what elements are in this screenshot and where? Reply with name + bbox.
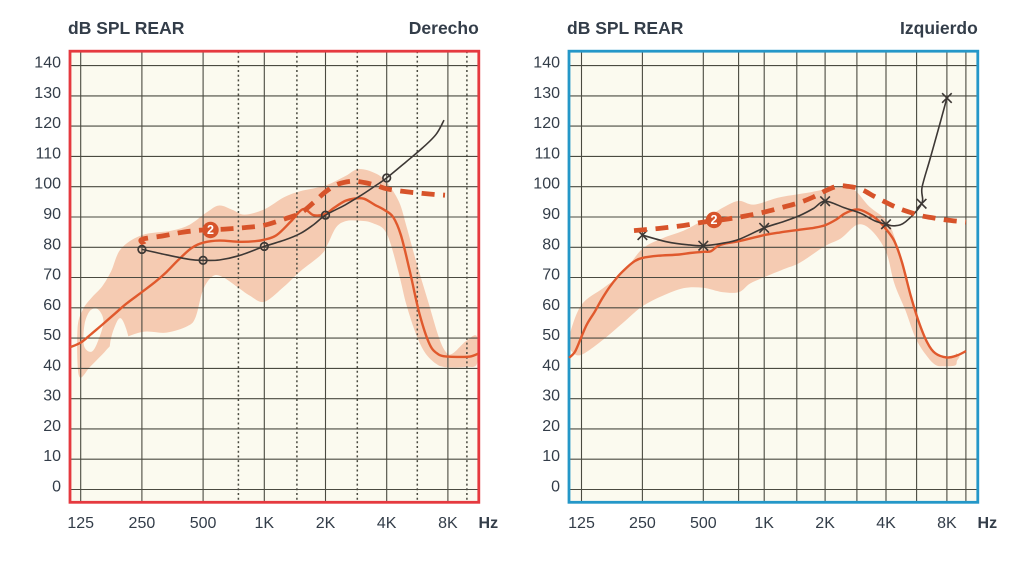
svg-text:250: 250 (629, 515, 656, 532)
svg-text:2: 2 (207, 223, 214, 237)
svg-text:125: 125 (568, 515, 595, 532)
svg-text:90: 90 (542, 206, 560, 223)
svg-text:dB SPL REAR: dB SPL REAR (68, 18, 185, 38)
svg-text:90: 90 (43, 206, 61, 223)
svg-text:20: 20 (43, 418, 61, 435)
svg-text:110: 110 (534, 145, 560, 162)
svg-text:10: 10 (542, 448, 560, 465)
svg-text:120: 120 (533, 115, 560, 132)
svg-text:80: 80 (542, 236, 560, 253)
svg-text:100: 100 (533, 176, 560, 193)
svg-text:Hz: Hz (978, 515, 998, 532)
svg-text:Izquierdo: Izquierdo (900, 18, 978, 38)
svg-text:250: 250 (129, 515, 156, 532)
svg-text:0: 0 (551, 479, 560, 496)
svg-text:1K: 1K (754, 515, 774, 532)
svg-text:40: 40 (43, 357, 61, 374)
svg-text:130: 130 (533, 85, 560, 102)
svg-text:Derecho: Derecho (409, 18, 479, 38)
svg-text:2: 2 (711, 213, 718, 227)
svg-text:dB SPL REAR: dB SPL REAR (567, 18, 684, 38)
svg-text:500: 500 (190, 515, 217, 532)
svg-text:8K: 8K (438, 515, 458, 532)
svg-text:2K: 2K (316, 515, 336, 532)
svg-text:100: 100 (34, 176, 61, 193)
svg-text:50: 50 (43, 327, 61, 344)
svg-text:1K: 1K (255, 515, 275, 532)
svg-text:50: 50 (542, 327, 560, 344)
svg-text:500: 500 (690, 515, 717, 532)
svg-text:60: 60 (43, 297, 61, 314)
svg-text:40: 40 (542, 357, 560, 374)
svg-text:10: 10 (43, 448, 61, 465)
svg-text:70: 70 (43, 267, 61, 284)
svg-text:8K: 8K (937, 515, 957, 532)
svg-text:125: 125 (67, 515, 94, 532)
svg-text:30: 30 (43, 388, 61, 405)
svg-text:110: 110 (35, 145, 61, 162)
svg-text:130: 130 (34, 85, 61, 102)
svg-text:4K: 4K (876, 515, 896, 532)
svg-text:2K: 2K (815, 515, 835, 532)
svg-text:60: 60 (542, 297, 560, 314)
svg-text:120: 120 (34, 115, 61, 132)
svg-text:20: 20 (542, 418, 560, 435)
svg-text:0: 0 (52, 479, 61, 496)
svg-text:140: 140 (34, 55, 61, 72)
svg-text:Hz: Hz (479, 515, 499, 532)
svg-text:140: 140 (533, 55, 560, 72)
svg-text:30: 30 (542, 388, 560, 405)
svg-text:4K: 4K (377, 515, 397, 532)
svg-text:70: 70 (542, 267, 560, 284)
svg-text:80: 80 (43, 236, 61, 253)
